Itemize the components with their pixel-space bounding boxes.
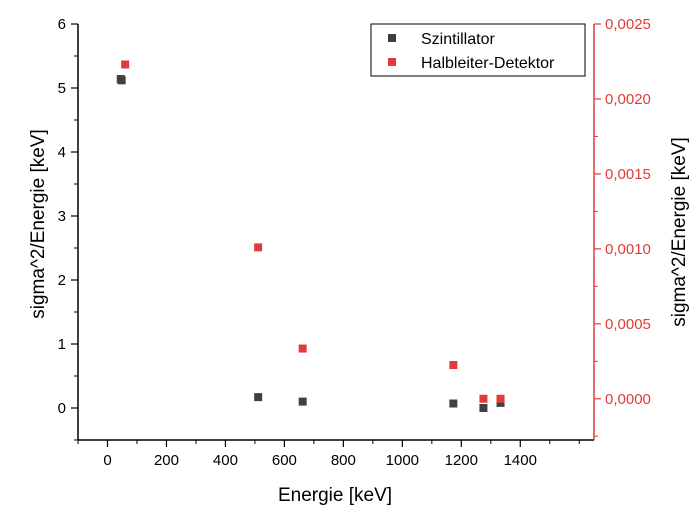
legend-marker [388, 34, 396, 42]
x-tick-label: 1400 [504, 452, 537, 469]
y-right-tick-label: 0,0005 [605, 316, 651, 333]
legend: Szintillator Halbleiter-Detektor [370, 23, 586, 77]
y-right-tick-label: 0,0000 [605, 391, 651, 408]
legend-label: Szintillator [421, 31, 495, 48]
legend-marker [388, 58, 396, 66]
halbleiter-point [479, 394, 488, 403]
legend-label: Halbleiter-Detektor [421, 55, 555, 72]
x-axis-label: Energie [keV] [278, 485, 392, 506]
y-right-tick-label: 0,0015 [605, 166, 651, 183]
halbleiter-point [254, 243, 263, 252]
points-layer [116, 60, 505, 412]
y-left-tick-label: 6 [58, 16, 66, 33]
halbleiter-point [449, 361, 458, 370]
y-right-tick-label: 0,0020 [605, 91, 651, 108]
y-right-tick-label: 0,0025 [605, 16, 651, 33]
y-left-tick-label: 1 [58, 336, 66, 353]
axes-layer: 0 200 400 600 800 1000 1200 1400 0 1 2 3 4 5 6 0,0000 0,… [58, 16, 651, 469]
halbleiter-point [121, 60, 130, 69]
szintillator-point [479, 404, 488, 412]
y-left-tick-label: 5 [58, 80, 66, 97]
x-tick-label: 800 [331, 452, 356, 469]
halbleiter-point [298, 344, 307, 353]
x-tick-label: 1200 [445, 452, 478, 469]
y-left-tick-label: 2 [58, 272, 66, 289]
szintillator-point [496, 398, 505, 407]
x-tick-label: 0 [103, 452, 111, 469]
x-tick-label: 600 [272, 452, 297, 469]
szintillator-point [449, 399, 458, 408]
x-tick-label: 1000 [386, 452, 419, 469]
legend-box [370, 23, 586, 77]
x-tick-label: 200 [154, 452, 179, 469]
y-left-tick-label: 3 [58, 208, 66, 225]
x-tick-label: 400 [213, 452, 238, 469]
szintillator-point [298, 397, 307, 406]
halbleiter-point [496, 394, 505, 403]
y-right-axis-label: sigma^2/Energie [keV] [669, 137, 690, 327]
szintillator-point [117, 76, 126, 85]
y-left-tick-label: 4 [58, 144, 66, 161]
y-right-tick-label: 0,0010 [605, 241, 651, 258]
szintillator-point [254, 393, 263, 402]
y-left-tick-label: 0 [58, 400, 66, 417]
y-left-axis-label: sigma^2/Energie [keV] [28, 129, 49, 319]
